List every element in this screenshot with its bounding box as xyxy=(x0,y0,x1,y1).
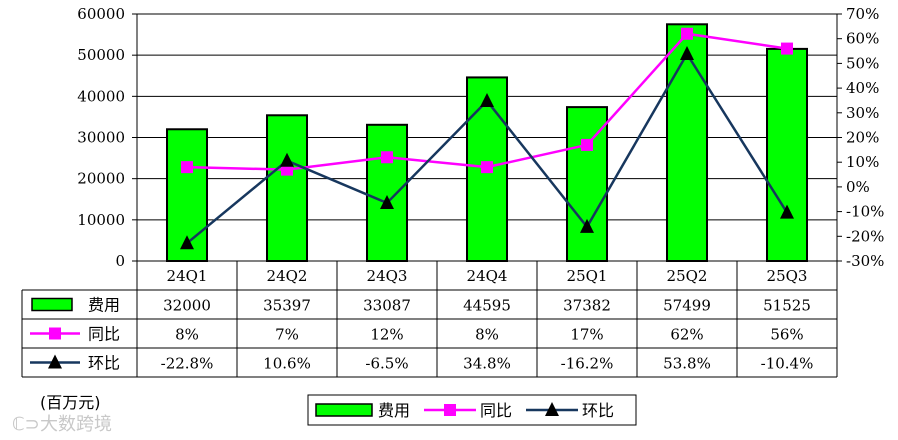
bars xyxy=(166,23,808,263)
table-cell: 37382 xyxy=(563,297,611,315)
table-cell: 32000 xyxy=(163,297,211,315)
y-tick-label: 10000 xyxy=(77,211,125,229)
watermark-logo-icon: ℂ⊃ xyxy=(12,414,40,435)
square-marker xyxy=(581,138,593,151)
watermark-text: 大数跨境 xyxy=(40,414,112,435)
y2-tick-label: -10% xyxy=(846,203,884,221)
table-cell: 53.8% xyxy=(663,355,711,373)
bar xyxy=(266,114,308,262)
row-name: 费用 xyxy=(88,296,120,315)
y-tick-label: 50000 xyxy=(77,46,125,64)
y-tick-label: 30000 xyxy=(77,129,125,147)
table-cell: 35397 xyxy=(263,297,311,315)
row-name: 环比 xyxy=(88,354,120,373)
category-label: 24Q2 xyxy=(267,267,308,285)
legend: 费用 同比 环比 xyxy=(307,394,637,426)
y2-tick-label: -30% xyxy=(846,252,884,270)
table-cell: -6.5% xyxy=(365,355,408,373)
table-cell: 62% xyxy=(670,326,703,344)
legend-label: 环比 xyxy=(582,401,614,420)
bar xyxy=(766,47,808,262)
category-label: 25Q3 xyxy=(767,267,808,285)
table-cell: 44595 xyxy=(463,297,511,315)
y-tick-label: 20000 xyxy=(77,170,125,188)
square-marker xyxy=(381,151,393,164)
legend-label: 费用 xyxy=(378,401,410,420)
y2-tick-label: 0% xyxy=(846,178,870,196)
category-label: 24Q3 xyxy=(367,267,408,285)
legend-key-bar xyxy=(315,403,373,417)
table-cell: 17% xyxy=(570,326,603,344)
triangle-marker xyxy=(280,152,294,167)
watermark: ℂ⊃ 大数跨境 xyxy=(12,414,112,435)
table-cell: 51525 xyxy=(763,297,811,315)
triangle-marker xyxy=(480,92,494,107)
square-marker xyxy=(681,27,693,40)
category-label: 25Q2 xyxy=(667,267,708,285)
table-cell: -10.4% xyxy=(761,355,814,373)
row-key-bar xyxy=(31,297,73,312)
legend-triangle-marker xyxy=(545,402,559,416)
y2-tick-label: 70% xyxy=(846,5,879,23)
table-cell: -22.8% xyxy=(161,355,214,373)
y2-tick-label: -20% xyxy=(846,227,884,245)
row-key-square-marker xyxy=(49,327,61,340)
bar xyxy=(566,106,608,262)
row-name: 同比 xyxy=(88,325,120,344)
square-marker xyxy=(481,161,493,174)
table-cell: 7% xyxy=(275,326,299,344)
y2-tick-label: 40% xyxy=(846,79,879,97)
series-lines xyxy=(180,27,794,250)
table-cell: 56% xyxy=(770,326,803,344)
table-cell: 33087 xyxy=(363,297,411,315)
y2-tick-label: 30% xyxy=(846,104,879,122)
category-label: 24Q4 xyxy=(467,267,508,285)
legend-label: 同比 xyxy=(480,401,512,420)
y-tick-label: 40000 xyxy=(77,87,125,105)
y-tick-label: 0 xyxy=(115,252,125,270)
axes: 0 10000 20000 30000 40000 50000 60000 -30% -20% -… xyxy=(77,5,884,270)
unit-label: (百万元) xyxy=(40,393,101,412)
y2-tick-label: 10% xyxy=(846,153,879,171)
square-marker xyxy=(181,161,193,174)
y2-tick-label: 20% xyxy=(846,129,879,147)
table-cell: 12% xyxy=(370,326,403,344)
row-key-triangle-marker xyxy=(48,354,62,369)
triangle-marker xyxy=(580,218,594,233)
category-label: 24Q1 xyxy=(167,267,208,285)
table-cell: 57499 xyxy=(663,297,711,315)
table-cell: 8% xyxy=(475,326,499,344)
table-cell: 8% xyxy=(175,326,199,344)
y2-tick-label: 50% xyxy=(846,54,879,72)
bar xyxy=(366,123,408,262)
triangle-marker xyxy=(380,194,394,209)
table-cell: 34.8% xyxy=(463,355,511,373)
triangle-marker xyxy=(180,235,194,250)
table-cell: 10.6% xyxy=(263,355,311,373)
y2-tick-label: 60% xyxy=(846,30,879,48)
square-marker xyxy=(781,42,793,55)
category-label: 25Q1 xyxy=(567,267,608,285)
triangle-marker xyxy=(780,204,794,219)
triangle-marker xyxy=(680,46,694,61)
legend-square-marker xyxy=(444,404,456,416)
table-cell: -16.2% xyxy=(561,355,614,373)
y-tick-label: 60000 xyxy=(77,5,125,23)
data-table: 24Q1 24Q2 24Q3 24Q4 25Q1 25Q2 25Q3 费用 32000 35397… xyxy=(21,260,838,378)
